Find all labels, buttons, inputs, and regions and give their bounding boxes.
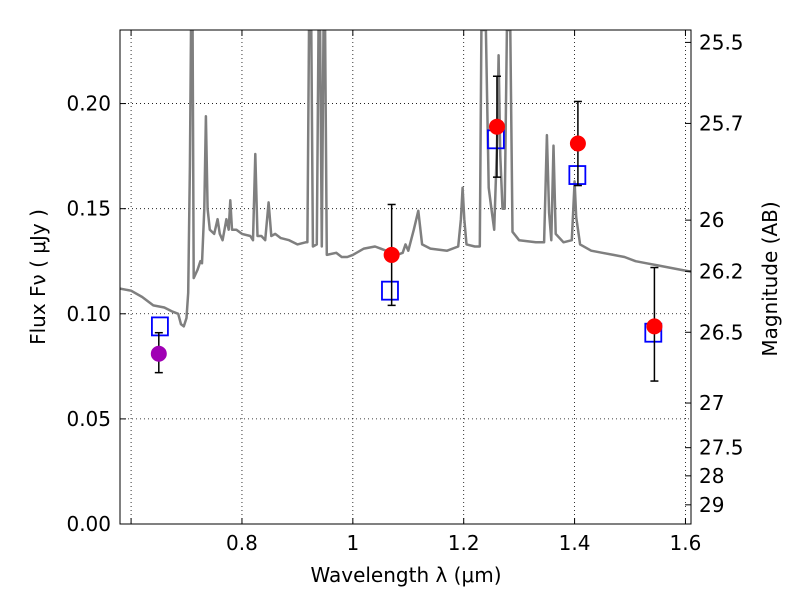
observed-flux-point (569, 135, 586, 152)
right-tick-label: 26.5 (699, 320, 744, 344)
y-tick-label: 0.00 (66, 512, 111, 536)
x-axis-label: Wavelength λ (μm) (310, 563, 501, 587)
spectrum-line (120, 30, 691, 328)
observed-flux-point (150, 345, 167, 362)
x-tick-label: 1.4 (559, 531, 591, 555)
right-tick-label: 27 (699, 391, 724, 415)
y-tick-label: 0.10 (66, 302, 111, 326)
grid-lines (120, 30, 691, 525)
data-markers (150, 75, 663, 382)
x-tick-label: 1.6 (670, 531, 702, 555)
right-tick-label: 26 (699, 208, 724, 232)
model-photometry-square (151, 316, 169, 337)
y-axis-label-left: Flux Fν ( μJy ) (26, 209, 50, 345)
y-tick-label: 0.05 (66, 407, 111, 431)
right-tick-label: 26.2 (699, 259, 744, 283)
observed-flux-point (383, 246, 400, 263)
right-tick-label: 29 (699, 493, 724, 517)
right-tick-label: 28 (699, 464, 724, 488)
x-tick-label: 1.2 (448, 531, 480, 555)
y-tick-label: 0.15 (66, 197, 111, 221)
y-axis-label-right: Magnitude (AB) (758, 201, 782, 356)
right-tick-label: 25.7 (699, 111, 744, 135)
observed-flux-point (488, 118, 505, 135)
axis-ticks (120, 30, 691, 525)
plot-frame (119, 29, 692, 525)
right-tick-label: 25.5 (699, 30, 744, 54)
model-photometry-square (381, 280, 399, 301)
observed-flux-point (646, 318, 663, 335)
x-tick-label: 0.8 (226, 531, 258, 555)
model-spectrum (120, 30, 691, 328)
x-tick-label: 1 (346, 531, 359, 555)
right-tick-label: 27.5 (699, 436, 744, 460)
y-tick-label: 0.20 (66, 92, 111, 116)
tick-labels: 0.8 1 1.2 1.4 1.6 0.00 0.05 0.10 0.15 0.20 25.5 25.… (66, 30, 743, 555)
